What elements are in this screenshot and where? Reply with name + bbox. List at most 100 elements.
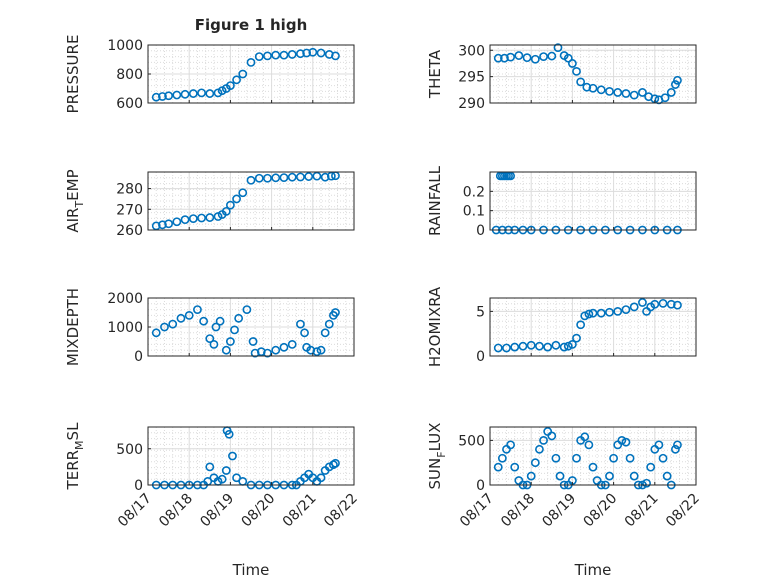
data-point [151,221,161,231]
data-point [580,432,590,442]
data-point [646,462,656,472]
data-point [324,319,334,329]
data-point [642,478,651,488]
data-point [331,51,340,61]
data-point [551,340,561,350]
data-point [205,89,215,98]
data-point [287,339,297,349]
data-point [160,322,169,332]
y-tick-label: 800 [116,67,143,83]
data-point [230,325,239,335]
data-point [539,52,548,61]
data-point [588,308,598,318]
y-axis-label: TERRMSL [64,422,86,491]
y-tick-label: 600 [116,96,143,112]
data-point [205,462,215,472]
y-axis-label: H2OMIXRA [426,286,444,367]
data-point [596,85,606,95]
y-tick-label: 500 [458,433,485,449]
data-point [172,90,182,100]
data-point [621,437,631,447]
data-point [164,91,173,101]
data-point [609,453,618,463]
data-point [168,319,178,329]
axes-box [489,171,697,231]
y-tick-label: 0 [476,349,485,365]
data-point [263,173,272,183]
data-point [553,43,563,53]
data-point [300,328,309,338]
data-point [217,474,227,484]
data-point [650,299,660,309]
data-point [246,175,256,185]
x-axis-label-right: Time [574,561,612,579]
y-axis-label: MIXDEPTH [64,288,82,366]
data-point [221,206,231,216]
data-point [242,305,252,314]
data-point [551,453,561,463]
data-point [254,173,264,183]
data-point [254,52,264,61]
data-point [535,444,544,454]
data-point [271,50,281,60]
data-point [316,345,326,355]
data-point [238,188,248,198]
data-point [658,298,668,308]
data-point [205,334,215,343]
data-point [605,307,614,317]
data-point [588,462,598,472]
y-axis-label: SUNFLUX [426,423,448,490]
data-point [151,92,161,102]
y-tick-label: 2000 [107,291,143,307]
subplot-theta: 290 295 300 THETA [426,43,697,112]
data-point [625,453,635,463]
data-point [225,337,235,346]
data-point [576,320,586,330]
data-point [279,342,289,352]
data-point [271,345,281,355]
data-point [493,462,503,472]
data-point [188,214,198,224]
data-point [215,316,225,326]
y-tick-label: 295 [458,70,485,86]
data-point [263,51,272,61]
data-point [500,53,509,63]
data-point [287,50,297,59]
data-point [238,69,248,79]
data-point [158,92,167,101]
subplot-grid: 600 800 1000 PRESSURE 290 295 300 THETA 260 270 28… [64,35,703,531]
data-point [673,75,682,85]
data-point [225,200,235,210]
data-point [588,83,598,93]
data-point [613,88,623,97]
data-point [502,343,511,353]
data-point [180,89,190,99]
y-tick-label: 0.2 [463,184,485,200]
data-point [172,217,182,227]
data-point [279,50,289,60]
data-point [221,345,231,355]
data-point [506,440,515,450]
data-point [563,341,573,351]
y-axis-label: PRESSURE [64,35,82,114]
data-point [302,48,312,58]
data-point [279,173,289,182]
data-point [559,342,569,352]
data-point [572,66,581,76]
data-point [316,48,326,58]
data-point [221,466,231,475]
data-point [526,340,536,350]
data-point [493,343,503,353]
data-point [629,90,639,100]
subplot-air-temp: 260 270 280 AIRTEMP [64,169,355,239]
axes-box [147,171,355,231]
data-point [613,306,623,316]
y-axis-label: THETA [426,49,444,99]
data-point [296,319,305,329]
data-point [197,213,206,223]
data-point [308,47,318,57]
data-point [232,194,241,204]
y-tick-label: 270 [116,202,143,218]
y-tick-label: 1000 [107,320,143,336]
